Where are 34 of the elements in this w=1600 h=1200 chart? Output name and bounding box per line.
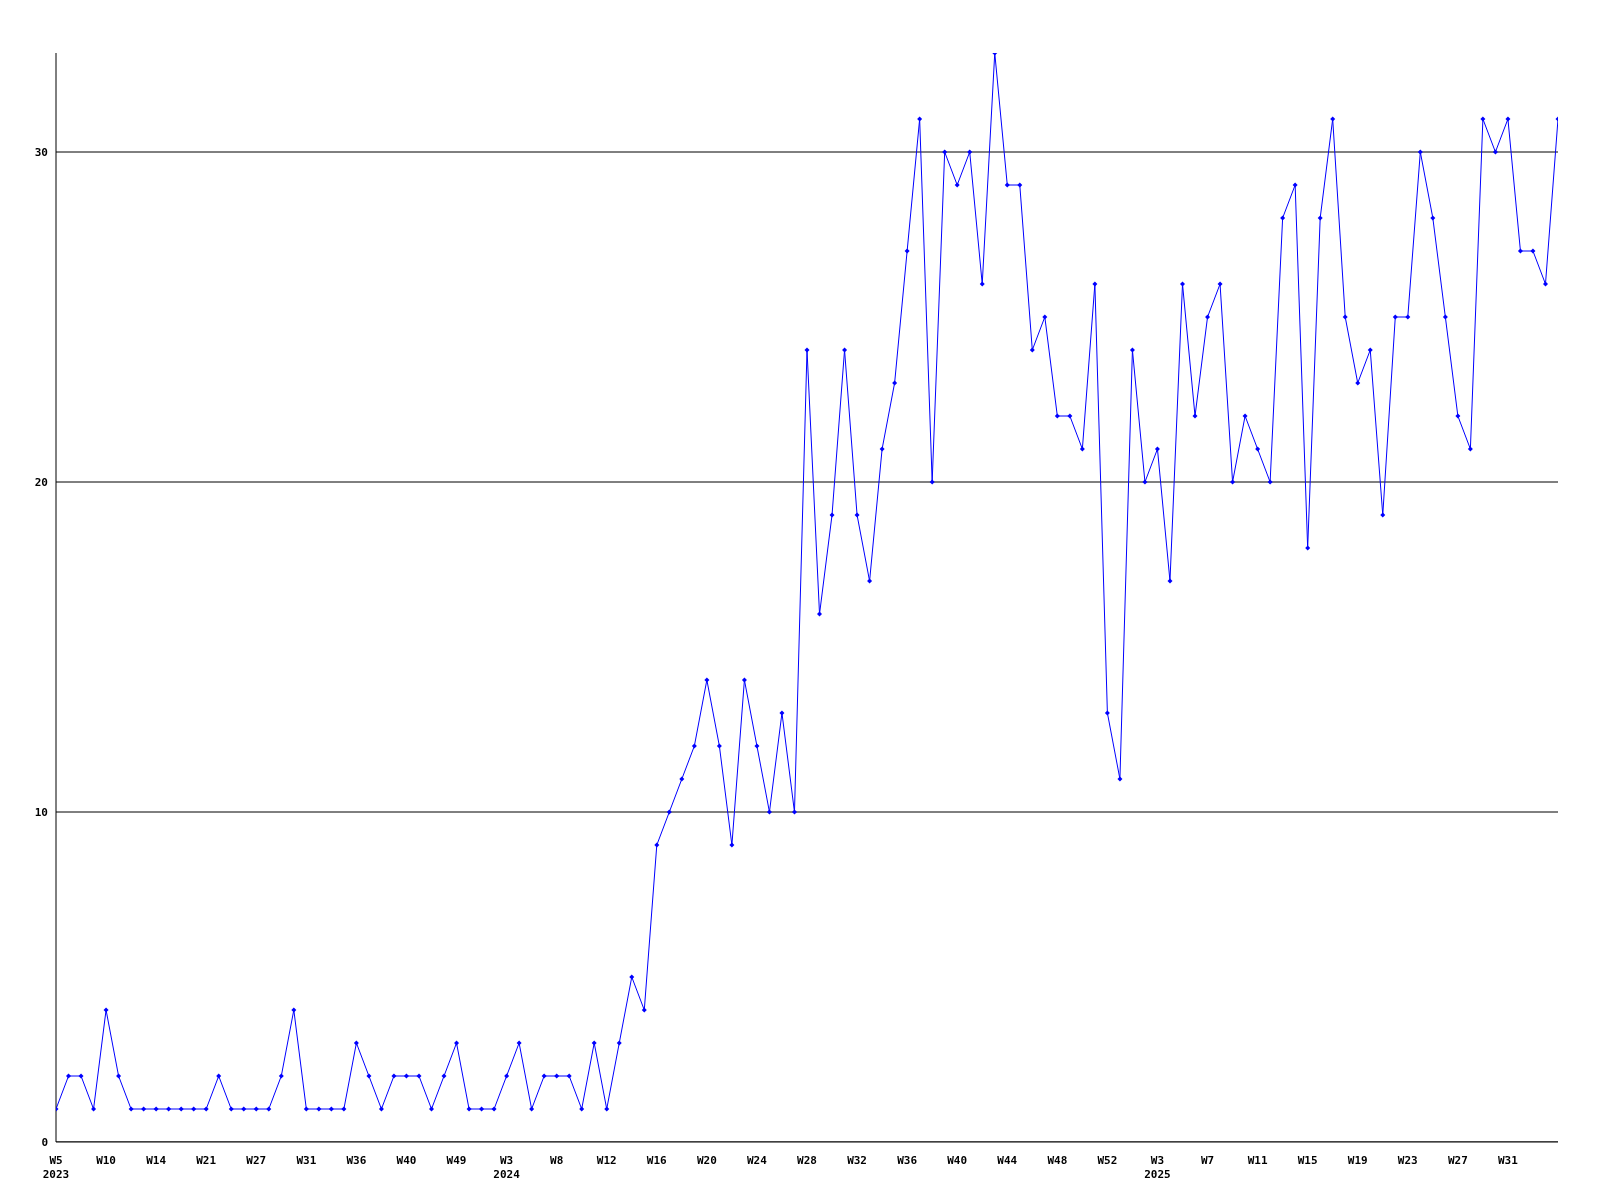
x-tick-label: W36 bbox=[897, 1154, 918, 1167]
x-tick-label: W32 bbox=[847, 1154, 867, 1167]
x-tick-label: W11 bbox=[1247, 1154, 1268, 1167]
x-tick-label: W10 bbox=[96, 1154, 116, 1167]
x-tick-label: W23 bbox=[1397, 1154, 1418, 1167]
x-tick-label: W12 bbox=[596, 1154, 617, 1167]
y-tick-label: 20 bbox=[34, 475, 48, 489]
x-tick-label: W8 bbox=[550, 1154, 564, 1167]
x-tick-label: W28 bbox=[797, 1154, 817, 1167]
x-tick-label: W24 bbox=[747, 1154, 768, 1167]
x-tick-label: W27 bbox=[246, 1154, 267, 1167]
x-tick-label: W40 bbox=[396, 1154, 417, 1167]
x-tick-label: W27 bbox=[1447, 1154, 1468, 1167]
x-tick-label: W15 bbox=[1297, 1154, 1318, 1167]
x-tick-label: W44 bbox=[997, 1154, 1018, 1167]
x-tick-label: W7 bbox=[1200, 1154, 1215, 1167]
y-tick-label: 0 bbox=[41, 1135, 48, 1149]
x-tick-label: W49 bbox=[446, 1154, 467, 1167]
x-tick-label: W21 bbox=[196, 1154, 217, 1167]
x-tick-label: W5 2023 bbox=[42, 1154, 70, 1181]
x-tick-label: W14 bbox=[146, 1154, 167, 1167]
x-tick-label: W31 bbox=[296, 1154, 317, 1167]
x-tick-label: W52 bbox=[1097, 1154, 1118, 1167]
x-tick-label: W19 bbox=[1347, 1154, 1368, 1167]
x-tick-label: W16 bbox=[646, 1154, 668, 1167]
x-tick-label: W31 bbox=[1498, 1154, 1519, 1167]
x-tick-label: W36 bbox=[346, 1154, 367, 1167]
x-tick-label: W48 bbox=[1047, 1154, 1068, 1167]
x-tick-label: W20 bbox=[696, 1154, 717, 1167]
x-tick-label: W3 2024 bbox=[493, 1154, 521, 1181]
x-tick-label: W3 2025 bbox=[1144, 1154, 1171, 1181]
y-tick-label: 10 bbox=[34, 805, 48, 819]
y-tick-label: 30 bbox=[34, 145, 48, 159]
x-tick-label: W40 bbox=[947, 1154, 968, 1167]
